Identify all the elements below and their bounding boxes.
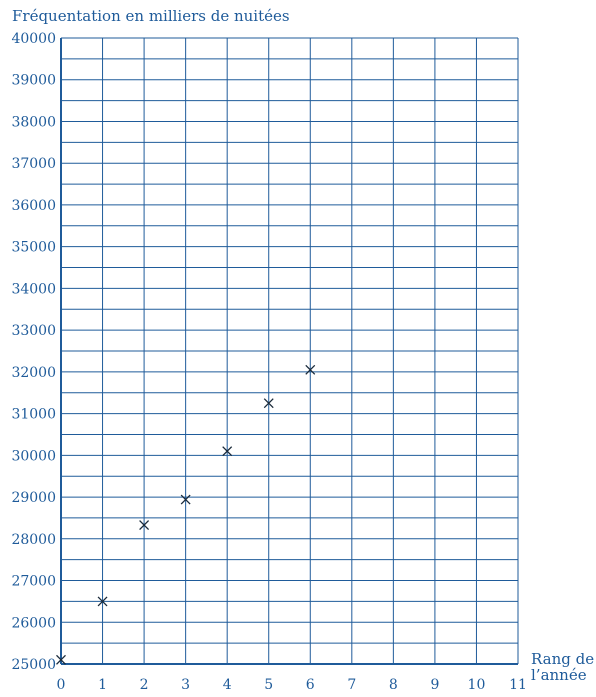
y-tick-label: 39000 [11,73,56,89]
y-tick-label: 35000 [11,240,56,256]
data-point [222,446,233,457]
data-point [139,520,150,530]
cross-stroke [180,494,191,505]
x-tick-label: 0 [57,677,66,693]
x-axis-title-line-1: Rang de [531,650,594,668]
y-tick-label: 32000 [11,365,56,381]
x-tick-label: 10 [468,677,486,693]
data-point [97,596,108,607]
axes [60,38,518,665]
y-tick-label: 29000 [11,490,56,506]
x-tick-label: 5 [264,677,273,693]
data-point [56,654,66,665]
y-tick-label: 37000 [11,156,56,172]
x-tick-label: 11 [509,677,527,693]
x-tick-label: 1 [98,677,107,693]
y-tick-label: 38000 [11,114,56,130]
x-tick-label: 2 [140,677,149,693]
y-tick-label: 34000 [11,281,56,297]
cross-stroke [305,364,316,375]
y-tick-label: 30000 [11,448,56,464]
cross-stroke [56,654,66,665]
x-tick-label: 7 [347,677,356,693]
y-tick-label: 26000 [11,615,56,631]
x-axis-title-line-2: l’année [531,666,587,684]
cross-stroke [139,520,150,530]
x-tick-label: 3 [181,677,190,693]
cross-stroke [263,398,274,409]
cross-stroke [97,596,108,607]
x-tick-labels: 0 1 2 3 4 5 6 7 8 9 10 11 [57,677,527,693]
y-tick-label: 40000 [11,31,56,47]
data-point [180,494,191,505]
x-tick-label: 8 [389,677,398,693]
cross-stroke [222,446,233,457]
data-point [263,398,274,409]
x-tick-label: 6 [306,677,315,693]
x-tick-label: 9 [430,677,439,693]
y-axis-title: Fréquentation en milliers de nuitées [12,7,290,25]
y-tick-label: 28000 [11,532,56,548]
data-point [305,364,316,375]
x-tick-label: 4 [223,677,232,693]
grid [60,37,519,665]
y-tick-label: 27000 [11,574,56,590]
y-tick-labels: 25000 26000 27000 28000 29000 30000 31000 32000… [11,31,56,673]
y-tick-label: 36000 [11,198,56,214]
y-tick-label: 31000 [11,407,56,423]
y-tick-label: 33000 [11,323,56,339]
data-points [56,364,316,665]
y-tick-label: 25000 [11,657,56,673]
